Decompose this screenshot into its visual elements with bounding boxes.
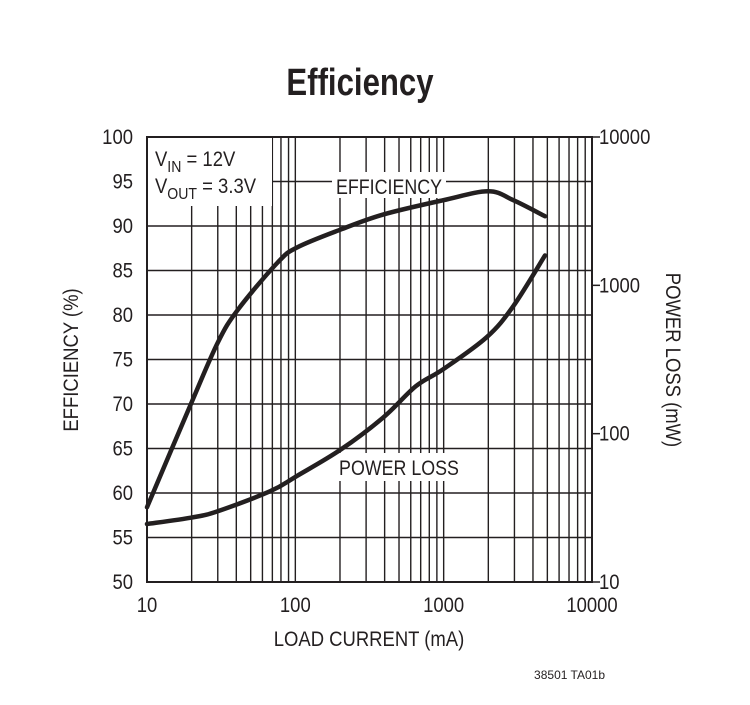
y-tick-label: 100 (102, 126, 133, 149)
y2-tick-label: 10000 (599, 126, 650, 149)
efficiency-series-label: EFFICIENCY (336, 176, 442, 200)
footer-code: 38501 TA01b (534, 668, 605, 682)
y2-tick-label: 1000 (599, 274, 640, 297)
x-tick-label: 10000 (566, 594, 617, 617)
x-tick-label: 1000 (423, 594, 464, 617)
y-tick-label: 65 (112, 437, 133, 460)
power-loss-series-label: POWER LOSS (339, 457, 459, 481)
y-tick-label: 85 (112, 259, 133, 282)
chart-title: Efficiency (286, 62, 434, 104)
power-loss-curve (144, 253, 548, 527)
efficiency-label-bg (332, 172, 446, 198)
y-tick-label: 90 (112, 215, 133, 238)
y-tick-label: 70 (112, 393, 133, 416)
y-tick-label: 80 (112, 304, 133, 327)
x-tick-label: 100 (280, 594, 311, 617)
x-axis-label: LOAD CURRENT (mA) (274, 628, 465, 651)
grid (146, 136, 593, 583)
y-tick-label: 55 (112, 526, 133, 549)
annotations: VIN = 12V VOUT = 3.3V EFFICIENCY POWER L… (148, 138, 466, 481)
y2-axis-label: POWER LOSS (mW) (661, 273, 684, 447)
y-tick-label: 95 (112, 170, 133, 193)
conditions-box (148, 138, 272, 206)
y-tick-label: 60 (112, 482, 133, 505)
power-loss-label-bg (332, 453, 466, 481)
y-axis-label: EFFICIENCY (%) (60, 288, 83, 431)
plot-frame (146, 136, 593, 583)
x-tick-label: 10 (137, 594, 158, 617)
vin-label: VIN = 12V (155, 148, 236, 176)
curves (144, 189, 548, 527)
y2-tick-label: 100 (599, 423, 630, 446)
y2-tick-label: 10 (599, 571, 620, 594)
y-tick-label: 50 (112, 571, 133, 594)
y-tick-label: 75 (112, 348, 133, 371)
efficiency-curve (144, 189, 548, 510)
vout-label: VOUT = 3.3V (155, 175, 257, 203)
